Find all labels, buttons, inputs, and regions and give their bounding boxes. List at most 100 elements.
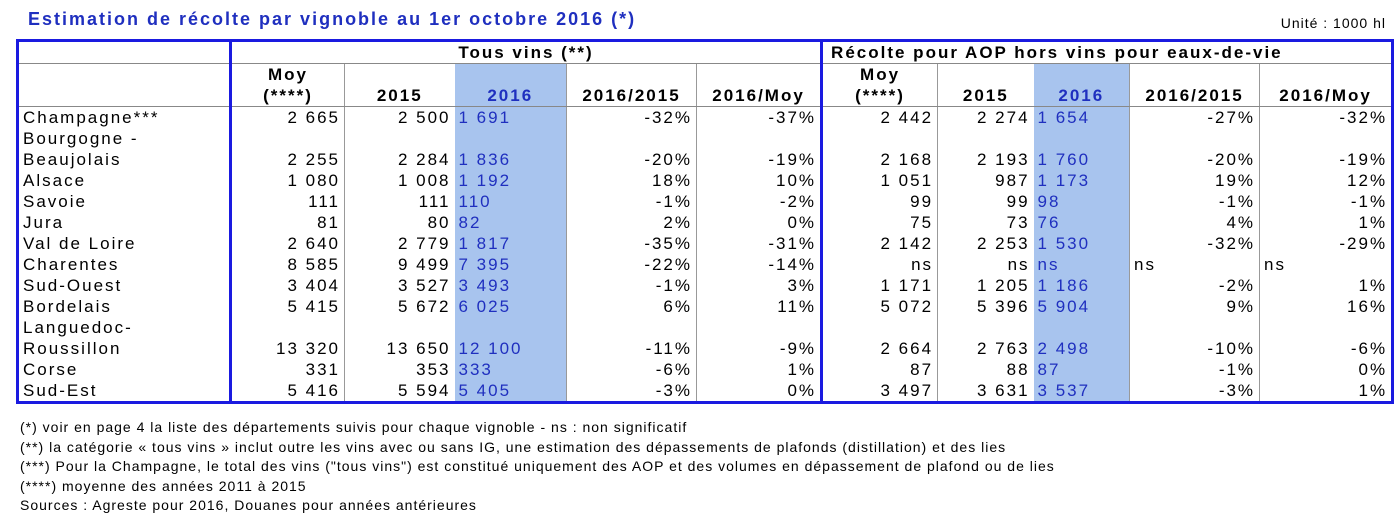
row-label: Alsace (16, 170, 232, 191)
footnotes: (*) voir en page 4 la liste des départem… (20, 418, 1055, 516)
table-row: Savoie 111 111 110 -1% -2% 99 99 98 -1% -1% (16, 191, 1395, 212)
cell: 2 498 (1033, 317, 1130, 359)
cell: 19% (1129, 170, 1260, 191)
cell: 110 (454, 191, 567, 212)
table-row: Charentes 8 585 9 499 7 395 -22% -14% ns ns ns ns… (16, 254, 1395, 275)
cell: 98 (1033, 191, 1130, 212)
row-label: Sud-Ouest (16, 275, 232, 296)
header-moy-line1: Moy (268, 65, 308, 84)
cell: 3 527 (344, 275, 455, 296)
cell: -19% (695, 128, 824, 170)
cell: 333 (454, 359, 567, 380)
cell: 3 493 (454, 275, 567, 296)
cell: -14% (695, 254, 824, 275)
cell: 2 763 (937, 317, 1034, 359)
row-label: Jura (16, 212, 232, 233)
table-row: Champagne*** 2 665 2 500 1 691 -32% -37% 2 442… (16, 106, 1395, 128)
footnote: (****) moyenne des années 2011 à 2015 (20, 477, 307, 494)
cell: 1 186 (1033, 275, 1130, 296)
cell: 12% (1259, 170, 1395, 191)
cell: ns (1129, 254, 1260, 275)
cell: 1% (1259, 275, 1395, 296)
row-label: Val de Loire (16, 233, 232, 254)
cell: 3 537 (1033, 380, 1130, 404)
cell: 13 650 (344, 317, 455, 359)
cell: 5 072 (880, 297, 934, 316)
cell: 10% (695, 170, 824, 191)
unit-label: Unité : 1000 hl (1280, 15, 1386, 31)
cell: -2% (695, 191, 824, 212)
cell: 16% (1259, 296, 1395, 317)
cell: 0% (695, 380, 824, 404)
cell: 1 171 (880, 276, 934, 295)
header-2016: 2016 (454, 63, 567, 107)
cell: -19% (1259, 128, 1395, 170)
table-row: Val de Loire 2 640 2 779 1 817 -35% -31% 2 142… (16, 233, 1395, 254)
cell: 13 320 (276, 339, 340, 358)
cell: 1% (695, 359, 824, 380)
footnote: (*) voir en page 4 la liste des départem… (20, 419, 688, 435)
header-moy-line2: (****) (263, 86, 313, 105)
row-label: Corse (16, 359, 232, 380)
cell: 4% (1129, 212, 1260, 233)
row-label: Charentes (16, 254, 232, 275)
cell: 1 192 (454, 170, 567, 191)
cell: -11% (566, 317, 697, 359)
cell: 87 (1033, 359, 1130, 380)
cell: 3 631 (937, 380, 1034, 404)
cell: -27% (1129, 106, 1260, 128)
cell: 2 664 (880, 339, 934, 358)
header-moy: Moy (****) (821, 63, 938, 107)
cell: 6 025 (454, 296, 567, 317)
header-moy-line2: (****) (855, 86, 905, 105)
cell: 88 (937, 359, 1034, 380)
table-row: Sud-Ouest 3 404 3 527 3 493 -1% 3% 1 171 1 205 1… (16, 275, 1395, 296)
cell: -10% (1129, 317, 1260, 359)
row-label: Savoie (16, 191, 232, 212)
cell: -37% (695, 106, 824, 128)
cell: 80 (344, 212, 455, 233)
cell: 1% (1259, 212, 1395, 233)
cell: 1 760 (1033, 128, 1130, 170)
cell: 2 500 (344, 106, 455, 128)
cell: 2 640 (287, 234, 340, 253)
cell: 2 253 (937, 233, 1034, 254)
cell: ns (911, 255, 934, 274)
table-row: Jura 81 80 82 2% 0% 75 73 76 4% 1% (16, 212, 1395, 233)
row-label: Languedoc- Roussillon (16, 317, 232, 359)
group-tous-vins: Tous vins (**) (230, 39, 824, 64)
cell: 111 (308, 192, 340, 211)
footnote: (***) Pour la Champagne, le total des vi… (20, 458, 1055, 474)
row-label: Bordelais (16, 296, 232, 317)
table-row: Alsace 1 080 1 008 1 192 18% 10% 1 051 987 1 173… (16, 170, 1395, 191)
row-label: Bourgogne - Beaujolais (16, 128, 232, 170)
cell: 5 672 (344, 296, 455, 317)
header-moy-line1: Moy (860, 65, 901, 84)
cell: 2% (566, 212, 697, 233)
cell: -20% (566, 128, 697, 170)
cell: 5 405 (454, 380, 567, 404)
table-body: Champagne*** 2 665 2 500 1 691 -32% -37% 2 442… (16, 106, 1395, 404)
cell: 6% (566, 296, 697, 317)
cell: 1 817 (454, 233, 567, 254)
cell: 0% (1259, 359, 1395, 380)
cell: 1 691 (454, 106, 567, 128)
cell: -32% (1129, 233, 1260, 254)
footnote: (**) la catégorie « tous vins » inclut o… (20, 438, 1007, 455)
cell: 18% (566, 170, 697, 191)
table-row: Languedoc- Roussillon 13 320 13 650 12 100 -1… (16, 317, 1395, 359)
cell: 81 (317, 213, 340, 232)
cell: 331 (305, 360, 340, 379)
cell: -6% (1259, 317, 1395, 359)
cell: 2 665 (287, 108, 340, 127)
cell: 5 416 (230, 380, 345, 404)
group-header-row: Tous vins (**) Récolte pour AOP hors vin… (16, 39, 1395, 64)
header-ratio-2015: 2016/2015 (1129, 63, 1260, 107)
cell: -9% (695, 317, 824, 359)
cell: 5 415 (287, 297, 340, 316)
cell: 3 404 (287, 276, 340, 295)
cell: 12 100 (454, 317, 567, 359)
cell: 8 585 (287, 255, 340, 274)
cell: ns (1259, 254, 1395, 275)
cell: 1 008 (344, 170, 455, 191)
